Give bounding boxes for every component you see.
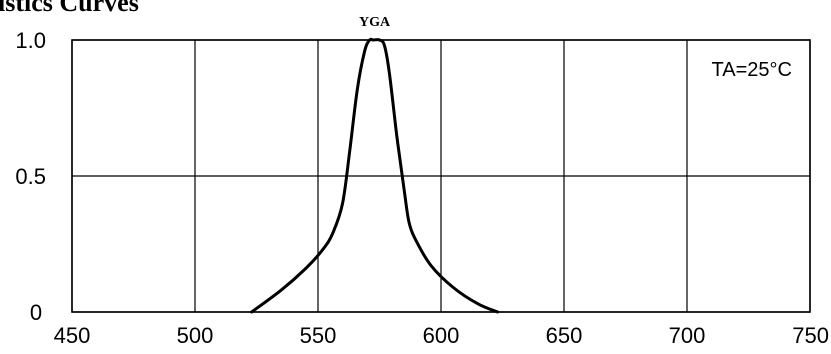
x-tick-label: 550 bbox=[300, 323, 337, 348]
temperature-annotation: TA=25°C bbox=[712, 59, 792, 81]
x-tick-label: 650 bbox=[546, 323, 583, 348]
grid bbox=[71, 39, 811, 313]
x-tick-label: 750 bbox=[792, 323, 829, 348]
y-tick-label: 1.0 bbox=[15, 28, 46, 53]
section-heading: istics Curves bbox=[0, 0, 139, 17]
x-tick-labels: 450 500 550 600 650 700 750 bbox=[54, 323, 829, 348]
series-line-yga bbox=[250, 37, 500, 314]
y-tick-label: 0.5 bbox=[15, 164, 46, 189]
y-tick-label: 0 bbox=[30, 300, 42, 325]
x-tick-label: 700 bbox=[669, 323, 706, 348]
y-tick-labels: 0 0.5 1.0 bbox=[15, 28, 46, 325]
series-label-yga: YGA bbox=[359, 15, 391, 30]
plot-frame bbox=[71, 39, 811, 313]
x-tick-label: 450 bbox=[54, 323, 91, 348]
x-tick-label: 500 bbox=[177, 323, 214, 348]
x-tick-label: 600 bbox=[423, 323, 460, 348]
